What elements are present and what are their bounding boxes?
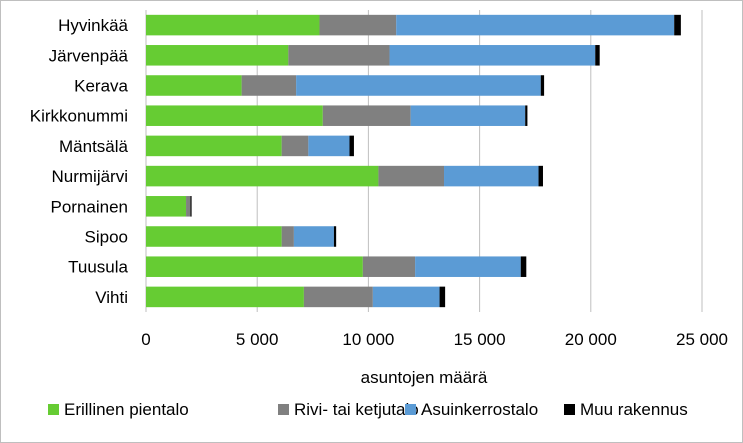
legend: Erillinen pientalo Rivi- tai ketjutalo Asu…: [48, 400, 688, 419]
category-label: Vihti: [95, 288, 128, 307]
bar-8-series-1: [362, 256, 416, 277]
bar-8-series-0: [146, 256, 363, 277]
bar-7-series-0: [146, 226, 282, 247]
bar-8-series-2: [415, 256, 521, 277]
x-tick-label: 5 000: [236, 330, 279, 349]
bar-4-series-0: [146, 135, 282, 157]
legend-swatch: [48, 404, 59, 415]
bar-3-series-0: [146, 105, 323, 126]
bar-1-series-0: [146, 45, 289, 66]
x-tick-label: 15 000: [454, 330, 506, 349]
legend-swatch: [564, 404, 575, 415]
bar-4-series-2: [308, 135, 350, 157]
x-tick-label: 10 000: [342, 330, 394, 349]
category-label: Pornainen: [50, 197, 128, 216]
category-label: Sipoo: [85, 228, 128, 247]
bar-3-series-1: [322, 105, 411, 126]
bar-9-series-3: [439, 286, 446, 308]
category-label: Mäntsälä: [59, 137, 129, 156]
bar-0-series-2: [396, 14, 675, 36]
bar-5-series-0: [146, 165, 379, 187]
legend-label: Asuinkerrostalo: [421, 400, 538, 419]
bar-0-series-0: [146, 14, 320, 36]
bar-0-series-1: [319, 14, 397, 36]
bar-5-series-2: [444, 165, 539, 187]
category-label: Tuusula: [68, 258, 128, 277]
legend-label: Rivi- tai ketjutalo: [294, 400, 419, 419]
bar-5-series-3: [538, 165, 543, 187]
x-axis-title: asuntojen määrä: [361, 368, 488, 387]
bar-7-series-3: [333, 226, 337, 247]
bar-7-series-2: [293, 226, 334, 247]
bar-6-series-1: [186, 196, 191, 217]
x-tick-labels: 0 5 000 10 000 15 000 20 000 25 000: [141, 330, 728, 349]
x-tick-label: 25 000: [676, 330, 728, 349]
category-label: Järvenpää: [49, 46, 129, 65]
category-label: Kirkkonummi: [30, 107, 128, 126]
bar-6-series-3: [190, 196, 192, 217]
bar-1-series-3: [595, 45, 600, 66]
legend-label: Erillinen pientalo: [64, 400, 189, 419]
bar-6-series-0: [146, 196, 187, 217]
x-tick-label: 0: [141, 330, 150, 349]
bars: [146, 14, 681, 308]
bar-3-series-2: [410, 105, 526, 126]
bar-0-series-3: [674, 14, 681, 36]
bar-8-series-3: [520, 256, 527, 277]
bar-2-series-0: [146, 75, 242, 96]
bar-3-series-3: [525, 105, 528, 126]
category-label: Hyvinkää: [58, 16, 128, 35]
bar-9-series-0: [146, 286, 304, 308]
bar-2-series-2: [296, 75, 541, 96]
bar-4-series-1: [281, 135, 309, 157]
category-label: Nurmijärvi: [52, 167, 129, 186]
bar-9-series-1: [303, 286, 373, 308]
bar-9-series-2: [372, 286, 440, 308]
bar-2-series-1: [241, 75, 297, 96]
bar-2-series-3: [540, 75, 545, 96]
bar-4-series-3: [349, 135, 354, 157]
bar-1-series-1: [288, 45, 390, 66]
x-tick-label: 20 000: [565, 330, 617, 349]
bar-7-series-1: [281, 226, 294, 247]
legend-swatch: [405, 404, 416, 415]
category-label: Kerava: [74, 77, 128, 96]
bar-5-series-1: [378, 165, 445, 187]
legend-swatch: [278, 404, 289, 415]
legend-label: Muu rakennus: [580, 400, 688, 419]
bar-1-series-2: [389, 45, 596, 66]
category-labels: Hyvinkää Järvenpää Kerava Kirkkonummi Mäntsä…: [30, 16, 129, 307]
